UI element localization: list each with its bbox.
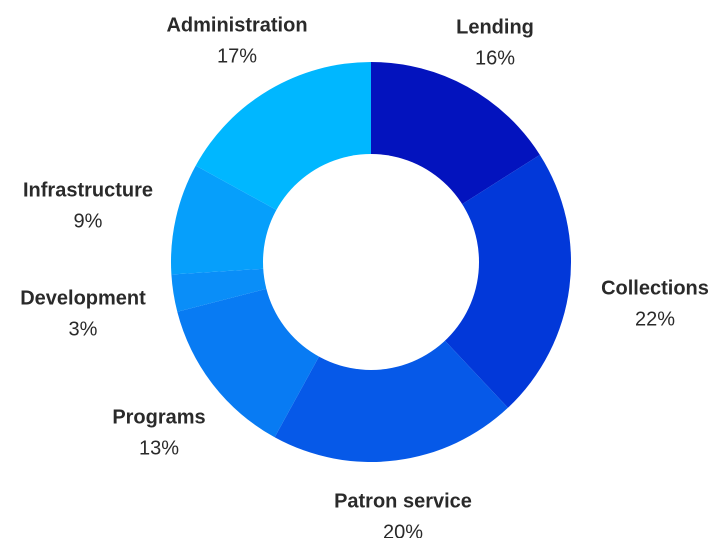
slice-value-collections: 22% [635,308,675,330]
slice-value-patron-service: 20% [383,521,423,538]
slice-label-lending: Lending [456,16,534,38]
slice-value-administration: 17% [217,45,257,67]
donut-hole [263,154,479,370]
labels-layer: Lending 16% Collections 22% Patron service 20… [20,14,709,538]
slice-value-lending: 16% [475,47,515,69]
slice-value-programs: 13% [139,437,179,459]
slice-label-administration: Administration [166,14,307,36]
slice-label-programs: Programs [112,406,205,428]
slice-label-patron-service: Patron service [334,490,472,512]
slice-value-development: 3% [69,318,98,340]
slice-label-infrastructure: Infrastructure [23,179,153,201]
slice-label-collections: Collections [601,277,709,299]
slice-label-development: Development [20,287,146,309]
slice-value-infrastructure: 9% [74,210,103,232]
